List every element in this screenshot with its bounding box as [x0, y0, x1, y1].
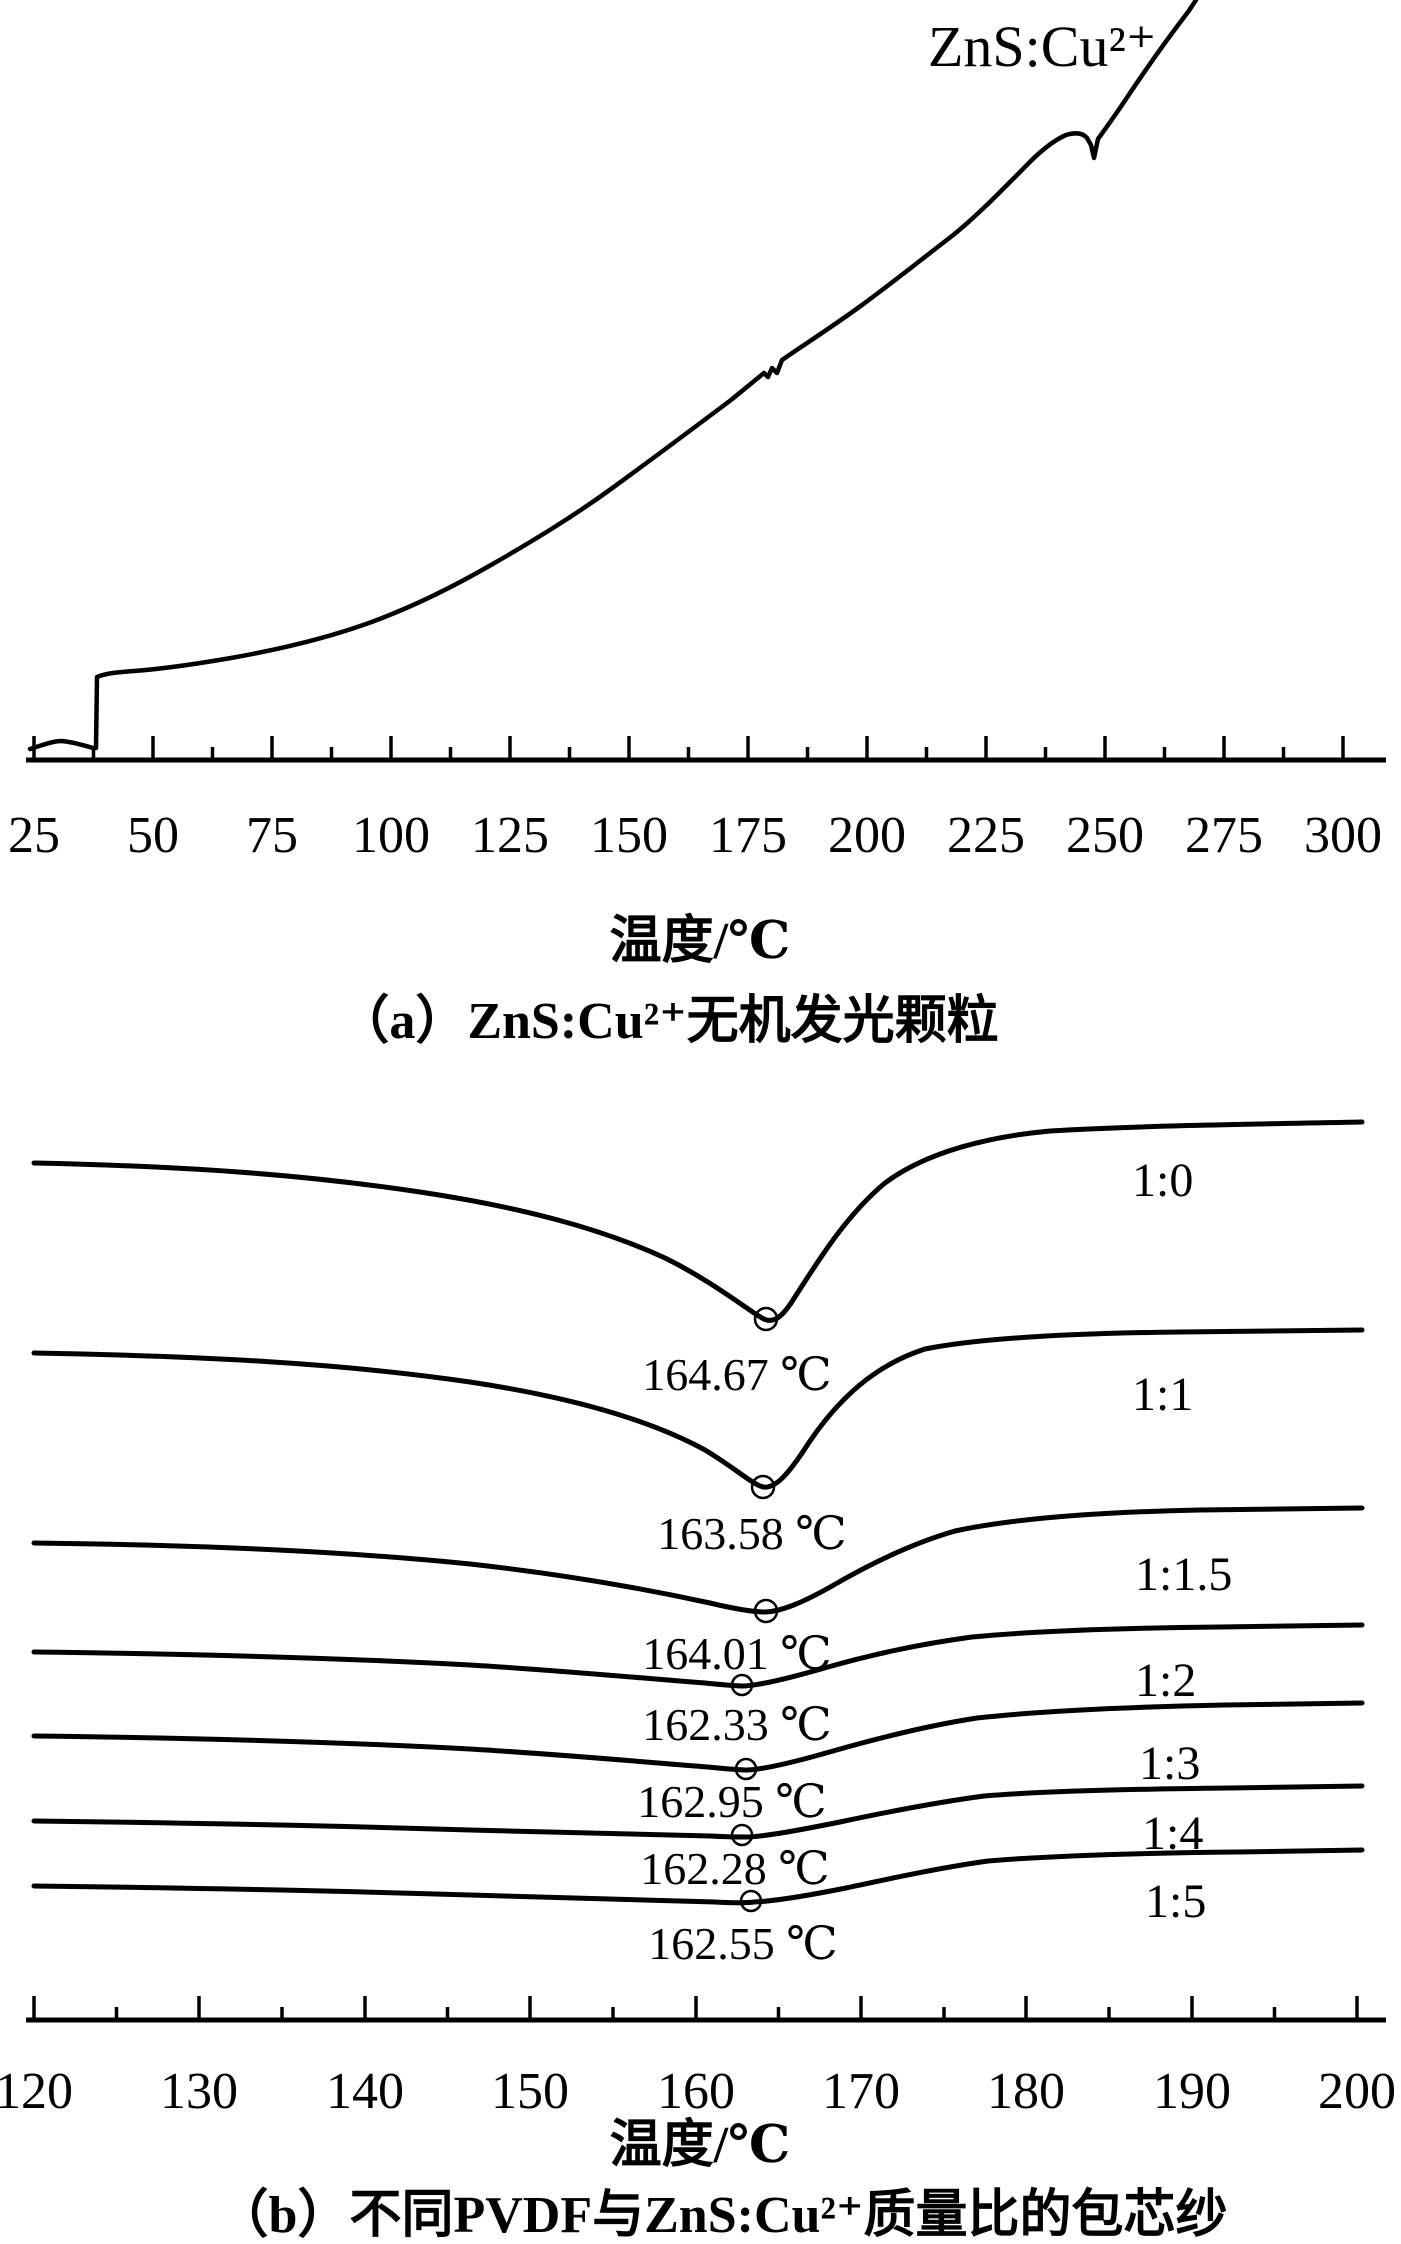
ratio-label: 1:1 [1132, 1368, 1193, 1421]
ratio-label: 1:5 [1145, 1875, 1206, 1928]
panel-b-tick-label: 140 [326, 2063, 404, 2120]
panel-a-tick-label: 125 [471, 807, 549, 864]
panel-a-tick-label: 300 [1304, 807, 1382, 864]
panel-b-tick-label: 160 [657, 2063, 735, 2120]
panel-a-tick-label: 200 [828, 807, 906, 864]
panel-a-tick-label: 225 [947, 807, 1025, 864]
peak-marker-circle-1-1p5 [753, 1598, 779, 1624]
panel-a-tick-label: 150 [590, 807, 668, 864]
panel-a-x-axis-label: 温度/℃ [610, 912, 791, 970]
peak-temp-label: 162.55 ℃ [648, 1918, 837, 1969]
panel-a: ZnS:Cu²⁺ 25 50 75 100 125 150 175 200 22… [8, 0, 1386, 1050]
peak-marker-circle-1-3 [734, 1757, 758, 1781]
panel-b-curve-1-0 [31, 1119, 1365, 1323]
panel-a-caption: （a）ZnS:Cu²⁺无机发光颗粒 [337, 992, 998, 1050]
panel-b-caption: （b）不同PVDF与ZnS:Cu²⁺质量比的包芯纱 [217, 2186, 1228, 2244]
panel-a-tick-label: 50 [127, 807, 179, 864]
panel-a-dsc-curve [27, 0, 1199, 752]
panel-b-tick-label: 190 [1153, 2063, 1231, 2120]
panel-b-curve-1-3 [31, 1700, 1365, 1773]
panel-a-tick-label: 175 [709, 807, 787, 864]
ratio-label: 1:1.5 [1135, 1548, 1232, 1601]
panel-b-curve-1-5 [31, 1847, 1365, 1906]
panel-a-x-ticks-minor [91, 747, 1286, 760]
ratio-label: 1:0 [1132, 1154, 1193, 1207]
panel-a-tick-label: 275 [1185, 807, 1263, 864]
panel-a-x-ticks-major [32, 736, 1345, 760]
panel-b-curve-1-1 [31, 1327, 1365, 1490]
peak-temp-label: 164.67 ℃ [642, 1349, 831, 1400]
panel-b-tick-label: 150 [491, 2063, 569, 2120]
ratio-label: 1:2 [1135, 1654, 1196, 1707]
peak-marker-circle-1-0 [753, 1306, 779, 1332]
peak-temp-label: 164.01 ℃ [642, 1628, 831, 1679]
panel-b-curve-1-2 [31, 1622, 1365, 1689]
peak-marker-circle-1-4 [730, 1823, 754, 1847]
panel-b-tick-label: 130 [160, 2063, 238, 2120]
panel-a-tick-label: 75 [246, 807, 298, 864]
panel-b-tick-label: 170 [822, 2063, 900, 2120]
peak-temp-label: 162.95 ℃ [637, 1776, 826, 1827]
peak-marker-circle-1-2 [730, 1673, 754, 1697]
panel-b-tick-label: 120 [0, 2063, 73, 2120]
panel-b-x-axis-label: 温度/℃ [610, 2116, 791, 2174]
panel-a-tick-label: 25 [8, 807, 60, 864]
panel-a-tick-label: 100 [352, 807, 430, 864]
panel-b-tick-label: 180 [987, 2063, 1065, 2120]
panel-a-series-label: ZnS:Cu²⁺ [928, 14, 1157, 79]
panel-b: 164.67 ℃ 163.58 ℃ 164.01 ℃ 162.33 ℃ 162.… [0, 1119, 1396, 2244]
peak-marker-circle-1-5 [739, 1889, 763, 1913]
panel-a-tick-label: 250 [1066, 807, 1144, 864]
peak-marker-circle-1-1 [750, 1474, 776, 1500]
ratio-label: 1:3 [1139, 1737, 1200, 1790]
peak-temp-label: 162.33 ℃ [642, 1699, 831, 1750]
panel-b-curve-1-4 [31, 1783, 1365, 1840]
panel-b-x-ticks-major [32, 1996, 1359, 2020]
ratio-label: 1:4 [1142, 1807, 1203, 1860]
peak-temp-label: 162.28 ℃ [640, 1843, 829, 1894]
peak-temp-label: 163.58 ℃ [657, 1508, 846, 1559]
panel-b-curve-1-1p5 [31, 1505, 1365, 1615]
panel-b-x-ticks-minor [114, 2007, 1277, 2020]
panel-b-tick-label: 200 [1318, 2063, 1396, 2120]
